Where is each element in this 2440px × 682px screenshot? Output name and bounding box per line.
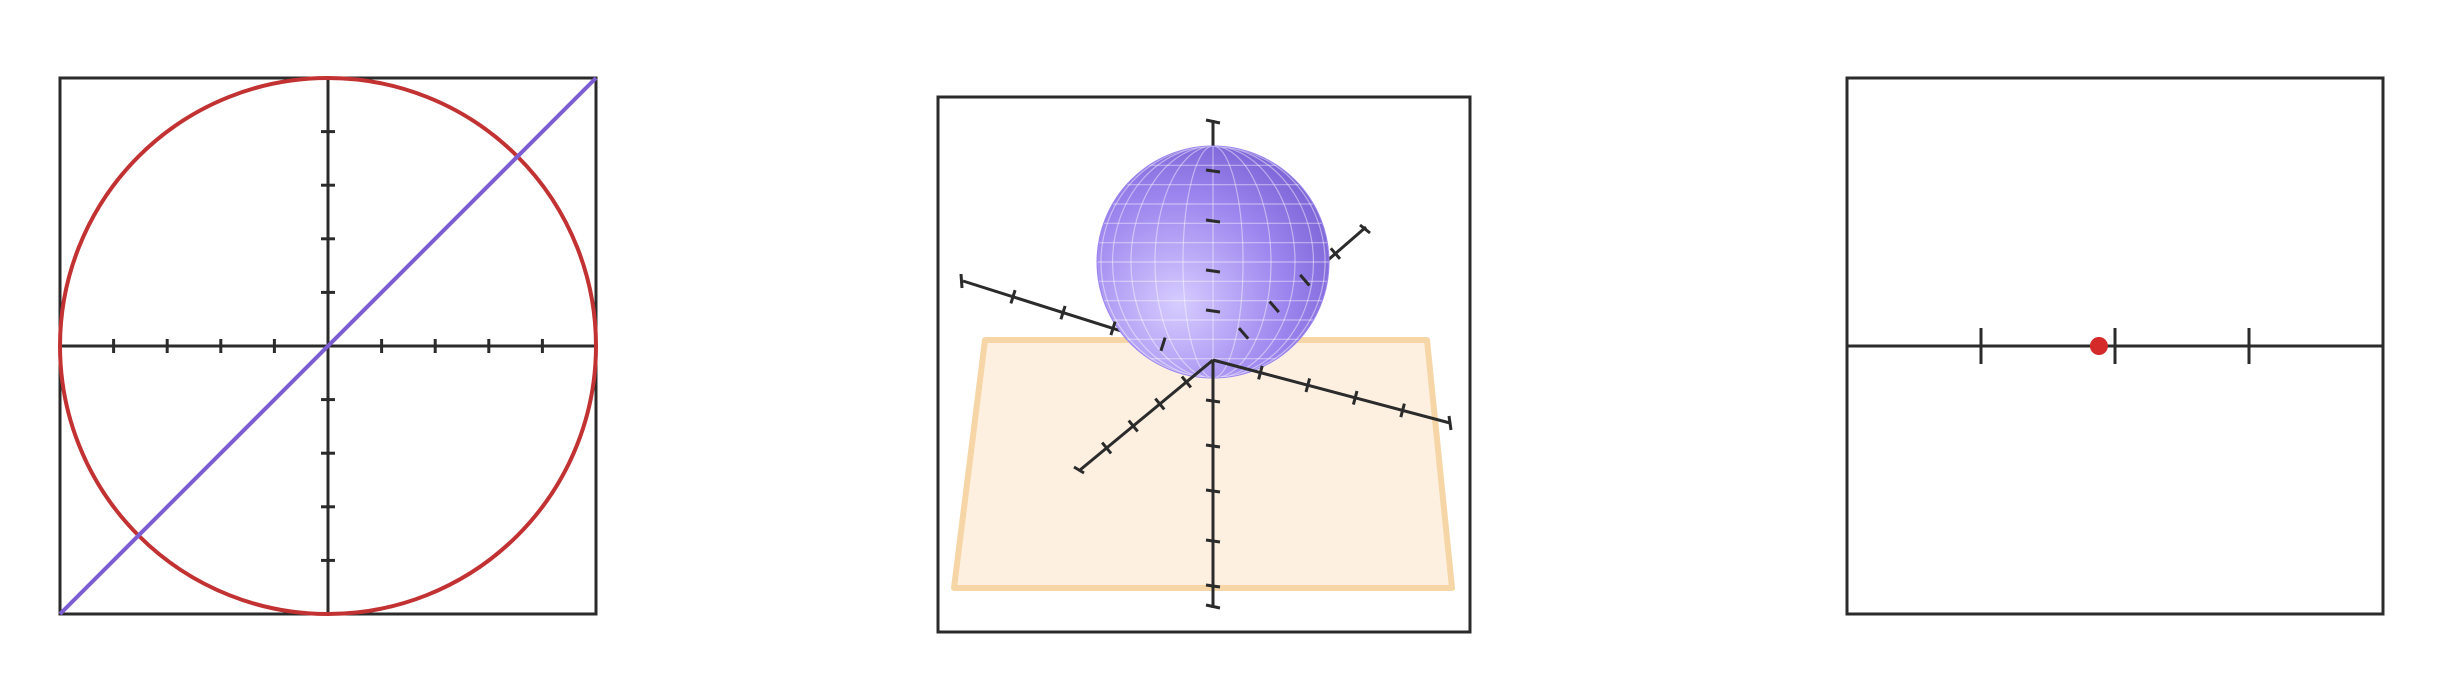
y-axis-ticks (321, 130, 335, 562)
x-axis-tick (1257, 365, 1264, 380)
z-axis-bottom-cap (1205, 603, 1221, 610)
sphere-grid (1097, 146, 1329, 378)
x-axis-left-cap (959, 273, 964, 289)
z-axis-top-cap (1205, 118, 1221, 125)
y-axis-tick (1127, 419, 1139, 433)
red-point (2089, 337, 2108, 355)
x-axis-tick (1304, 378, 1312, 393)
sphere-longitude (1182, 146, 1244, 378)
panel-number-line (1845, 76, 2385, 616)
z-axis-tick (1205, 443, 1221, 449)
sphere (1096, 145, 1330, 379)
sphere-longitude (1100, 146, 1326, 378)
x-axis-tick (1059, 305, 1067, 320)
y-axis-near-cap (1073, 465, 1085, 475)
z-axis-tick (1205, 538, 1221, 544)
x-axis-tick (1109, 321, 1117, 336)
sphere-longitude (1130, 146, 1296, 378)
x-axis-tick (1351, 390, 1359, 405)
y-axis-front (1079, 358, 1214, 472)
y-axis-tick (1268, 300, 1280, 314)
panel-3d-space (936, 95, 1472, 634)
y-axis-tick (1180, 375, 1193, 389)
red-circle (58, 76, 598, 616)
y-axis-tick (1329, 247, 1342, 260)
y-axis-tick (1299, 273, 1311, 287)
z-axis-tick (1205, 308, 1221, 314)
x-axis-tick (1159, 337, 1167, 352)
z-axis-tick (1205, 218, 1221, 224)
y-axis-far-cap (1359, 223, 1371, 235)
panel-3d-frame (936, 95, 1472, 634)
x-axis-front (1212, 358, 1451, 425)
z-axis-tick (1205, 583, 1221, 589)
z-axis-tick (1205, 488, 1221, 494)
y-axis-tick (1100, 441, 1113, 455)
y-axis-tick (1237, 327, 1250, 340)
z-axis-tick (1205, 398, 1221, 404)
x-axis-tick (1009, 289, 1017, 304)
diagonal-line (58, 76, 598, 616)
y-axis-tick (1154, 397, 1166, 411)
x-axis-ticks (112, 339, 544, 353)
x-axis-tick (1399, 403, 1406, 418)
sphere-body (1097, 146, 1329, 378)
z-axis-tick (1205, 268, 1221, 274)
sphere-longitude (1154, 146, 1272, 378)
x-axis-right-cap (1447, 415, 1453, 431)
panel-2d-plane (58, 76, 598, 616)
sphere-longitude (1111, 146, 1315, 378)
number-line-ticks (1979, 328, 2251, 364)
z-axis-tick (1205, 168, 1221, 174)
panel-3d-axis-ticks (1009, 168, 1406, 589)
